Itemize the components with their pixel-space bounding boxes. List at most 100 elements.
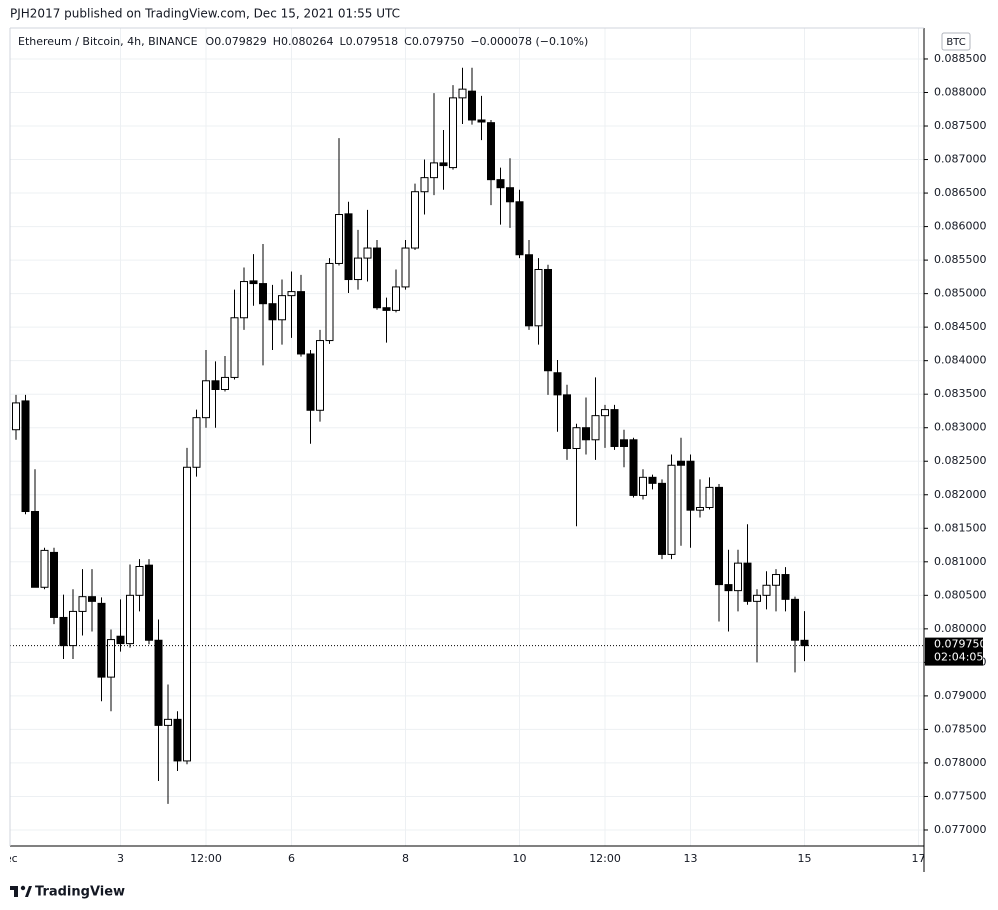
- x-tick-label: Dec: [0, 852, 18, 865]
- candle-body: [97, 602, 106, 678]
- currency-label: BTC: [946, 37, 965, 48]
- candle-body: [316, 340, 324, 411]
- candle-body: [154, 639, 163, 726]
- x-tick-label: 13: [684, 852, 698, 865]
- currency-badge[interactable]: [941, 32, 971, 51]
- y-tick-label: 0.080000: [934, 622, 987, 635]
- candle-body: [107, 639, 115, 678]
- candle-body: [335, 214, 343, 264]
- candle-body: [487, 122, 495, 181]
- y-tick-label: 0.081500: [934, 521, 987, 534]
- candle-body: [411, 191, 419, 249]
- logo-text: TradingView: [35, 885, 125, 900]
- candle-body: [544, 268, 552, 372]
- candle-body: [553, 372, 562, 396]
- x-tick-label: 15: [798, 852, 812, 865]
- candle-body: [439, 162, 448, 167]
- x-tick-label: 12:00: [589, 852, 621, 865]
- candle-body: [40, 549, 49, 588]
- candle-body: [392, 286, 400, 311]
- candle-body: [297, 291, 305, 355]
- candle-body: [458, 88, 467, 99]
- candle-body: [59, 616, 68, 647]
- candle-body: [430, 162, 438, 179]
- legend-field-label: O: [206, 35, 215, 48]
- candle-body: [591, 415, 600, 441]
- candle-body: [734, 562, 742, 592]
- y-tick-label: 0.077000: [934, 823, 987, 836]
- candle-body: [762, 584, 771, 596]
- candle-body: [192, 417, 201, 468]
- candle-body: [135, 565, 144, 596]
- candle-body: [696, 506, 704, 511]
- y-tick-label: 0.079000: [934, 689, 987, 702]
- candle-body: [278, 295, 286, 321]
- candle-body: [31, 511, 39, 588]
- x-tick-label: 6: [288, 852, 295, 865]
- legend-change: −0.000078 (−0.10%): [470, 35, 588, 48]
- candle-body: [705, 486, 714, 508]
- last-price-box: [925, 637, 983, 666]
- candle-body: [126, 594, 134, 645]
- candle-body: [620, 439, 628, 447]
- y-tick-label: 0.088000: [934, 85, 987, 98]
- candle-body: [259, 283, 267, 305]
- candle-body: [563, 394, 571, 449]
- candle-body: [601, 409, 609, 417]
- y-tick-label: 0.083000: [934, 421, 987, 434]
- candle-body: [743, 562, 752, 602]
- candle-body: [477, 119, 486, 123]
- legend-field-value: 0.080264: [281, 35, 334, 48]
- x-tick-label: 10: [513, 852, 527, 865]
- candle-body: [382, 307, 391, 311]
- candle-body: [221, 376, 229, 390]
- candle-body: [230, 317, 239, 378]
- countdown-label: 02:04:05: [934, 651, 983, 664]
- candle-body: [78, 596, 87, 612]
- candle-body: [354, 257, 362, 281]
- candle-body: [449, 97, 457, 169]
- y-tick-label: 0.084500: [934, 320, 987, 333]
- candle-body: [88, 596, 96, 602]
- y-tick-label: 0.081000: [934, 555, 987, 568]
- candle-body: [240, 281, 248, 319]
- candle-body: [69, 610, 77, 647]
- candle-body: [525, 254, 533, 327]
- y-tick-label: 0.086500: [934, 186, 987, 199]
- legend: Ethereum / Bitcoin, 4h, BINANCE O0.079829…: [18, 35, 588, 48]
- candle-body: [800, 639, 809, 647]
- candle-body: [249, 280, 258, 285]
- candle-body: [639, 476, 647, 496]
- candle-body: [753, 594, 761, 602]
- y-tick-label: 0.080500: [934, 588, 987, 601]
- candle-body: [183, 466, 191, 762]
- candle-body: [306, 353, 315, 411]
- candle-body: [12, 402, 20, 431]
- y-tick-label: 0.082000: [934, 488, 987, 501]
- candle-body: [21, 400, 30, 513]
- candle-body: [164, 718, 172, 726]
- candle-body: [373, 247, 381, 309]
- candles: [10, 67, 924, 804]
- legend-field-label: H: [273, 35, 281, 48]
- candle-body: [781, 574, 790, 600]
- candle-body: [363, 247, 372, 259]
- candle-body: [667, 464, 676, 555]
- candle-body: [325, 262, 334, 342]
- legend-field-value: 0.079518: [346, 35, 399, 48]
- footer-logo[interactable]: TradingView: [10, 885, 125, 900]
- candle-body: [715, 486, 723, 586]
- legend-field-label: L: [339, 35, 346, 48]
- y-tick-label: 0.083500: [934, 387, 987, 400]
- legend-field-label: C: [404, 35, 412, 48]
- candle-body: [515, 201, 524, 256]
- logo-mark: [14, 886, 18, 897]
- candle-body: [211, 380, 220, 390]
- candle-body: [629, 439, 638, 496]
- candle-body: [534, 268, 543, 327]
- candle-body: [686, 460, 695, 511]
- candle-body: [268, 303, 277, 321]
- candle-body: [287, 291, 296, 297]
